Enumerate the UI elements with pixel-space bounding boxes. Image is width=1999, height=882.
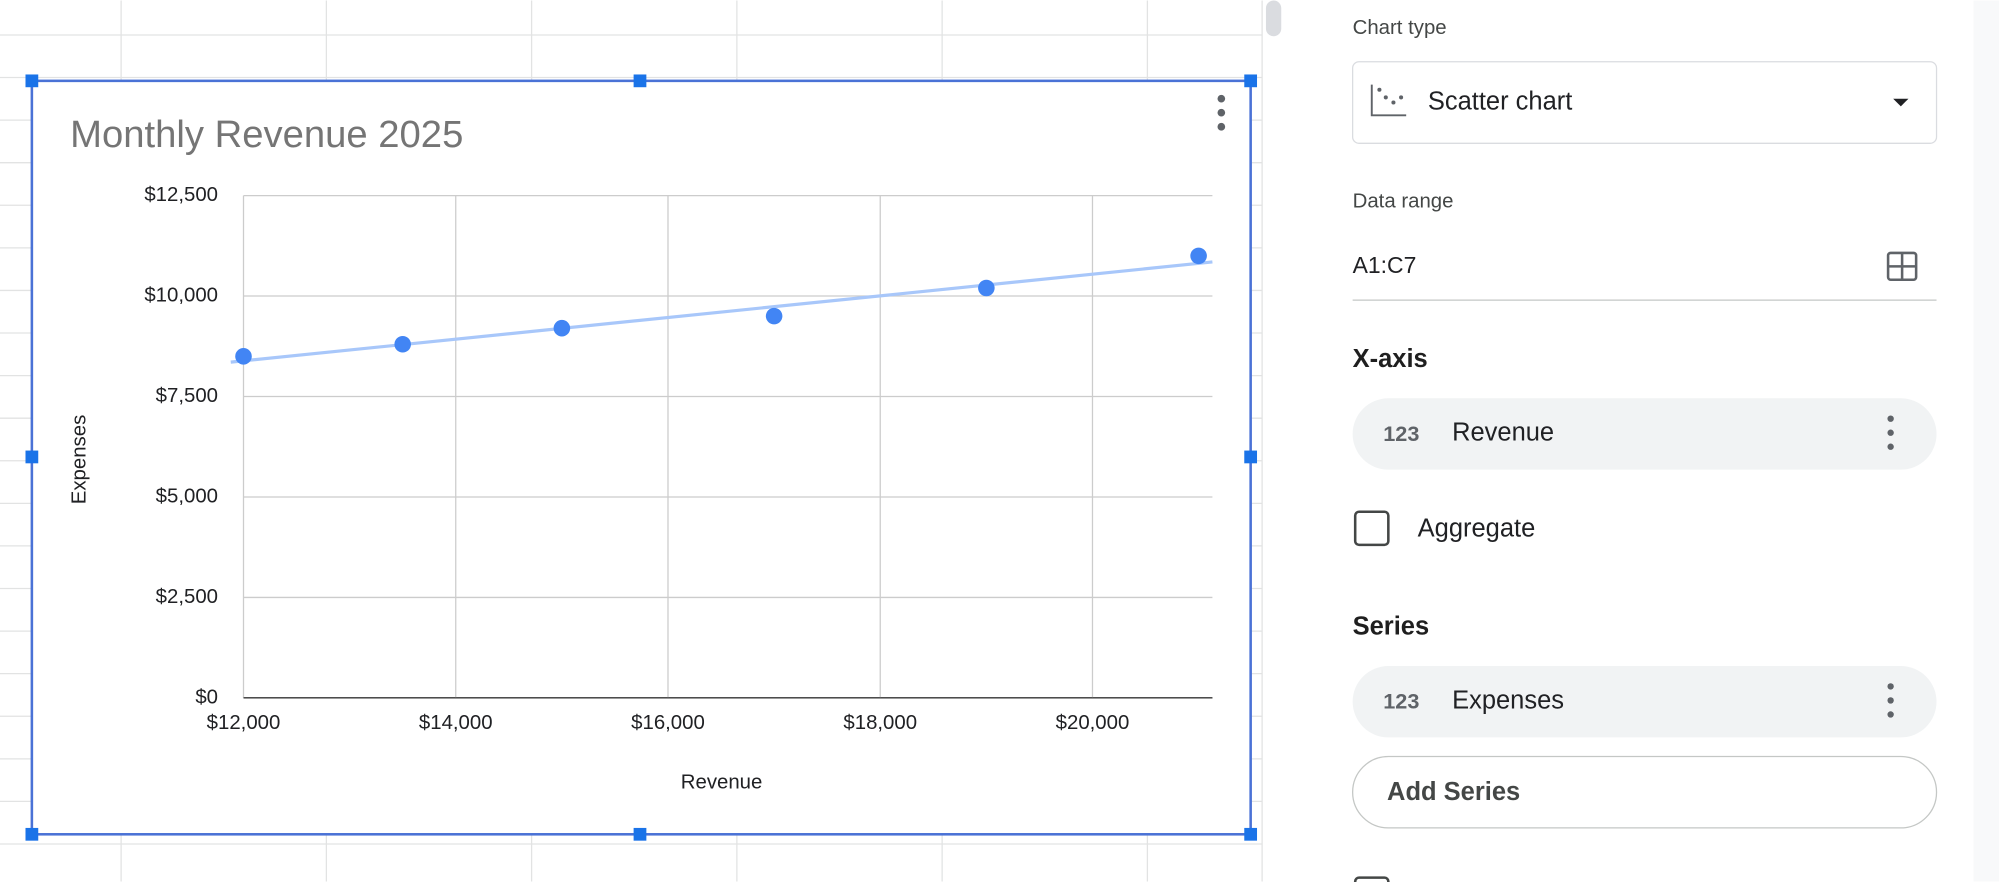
aggregate-checkbox[interactable]: [1353, 510, 1390, 547]
series-heading: Series: [1353, 613, 1430, 641]
scrollbar[interactable]: [1265, 0, 1282, 37]
handle[interactable]: [25, 74, 39, 88]
scatter-point: [978, 279, 995, 297]
x-axis-heading: X-axis: [1353, 345, 1428, 373]
data-range-value[interactable]: A1:C7: [1353, 252, 1417, 278]
handle[interactable]: [1244, 827, 1258, 841]
scatter-point: [235, 348, 252, 365]
y-tick-label: $7,500: [156, 385, 218, 407]
chart-type-label: Chart type: [1353, 17, 1447, 39]
dropdown-arrow: [1893, 98, 1909, 107]
x-axis-field: Revenue: [1452, 419, 1554, 447]
y-tick-label: $2,500: [156, 586, 218, 608]
field-menu[interactable]: [1887, 683, 1894, 718]
scatter-point: [394, 335, 411, 353]
series-chip[interactable]: [1352, 666, 1937, 738]
scatter-point: [553, 319, 571, 337]
y-tick-label: $10,000: [144, 284, 218, 306]
y-axis-title: Expenses: [69, 415, 91, 504]
resize-handles: [25, 74, 1258, 841]
y-tick-label: $12,500: [144, 184, 218, 206]
x-tick-label: $16,000: [631, 712, 705, 734]
x-tick-label: $12,000: [207, 712, 281, 734]
x-axis-title: Revenue: [681, 772, 763, 794]
chart-type-dropdown[interactable]: [1352, 61, 1938, 144]
chart-frame[interactable]: [30, 79, 1252, 836]
x-tick-label: $20,000: [1056, 712, 1130, 734]
scatter-point: [1190, 247, 1207, 265]
sidebar-edge: [1973, 0, 1999, 882]
chart-type-value: Scatter chart: [1428, 87, 1572, 115]
x-tick-label: $14,000: [419, 712, 493, 734]
handle[interactable]: [633, 74, 647, 88]
chart-menu[interactable]: [1217, 94, 1226, 131]
checkbox[interactable]: [1353, 876, 1390, 882]
aggregate-label: Aggregate: [1418, 514, 1536, 542]
handle[interactable]: [1244, 74, 1258, 88]
x-tick-label: $18,000: [843, 712, 917, 734]
handle[interactable]: [25, 827, 39, 841]
plot: $0 $2,500 $5,000 $7,500 $10,000 $12,500 $12,00…: [144, 184, 1213, 734]
trendline: [230, 260, 1213, 364]
add-series-button[interactable]: [1352, 755, 1938, 829]
chart-title: Monthly Revenue 2025: [70, 113, 463, 156]
x-axis-chip[interactable]: [1352, 398, 1937, 470]
handle[interactable]: [25, 450, 39, 464]
handle[interactable]: [633, 827, 647, 841]
number-icon: 123: [1383, 421, 1419, 446]
select-range-icon[interactable]: [1886, 251, 1918, 282]
add-series-label: Add Series: [1387, 778, 1520, 806]
data-range-label: Data range: [1353, 190, 1454, 212]
handle[interactable]: [1244, 450, 1258, 464]
y-tick-label: $5,000: [156, 485, 218, 507]
scatter-icon: [1370, 84, 1407, 117]
number-icon: 123: [1383, 689, 1419, 714]
scatter-point: [765, 307, 783, 325]
field-menu[interactable]: [1887, 415, 1894, 450]
series-field: Expenses: [1452, 686, 1564, 714]
y-tick-label: $0: [195, 686, 218, 708]
